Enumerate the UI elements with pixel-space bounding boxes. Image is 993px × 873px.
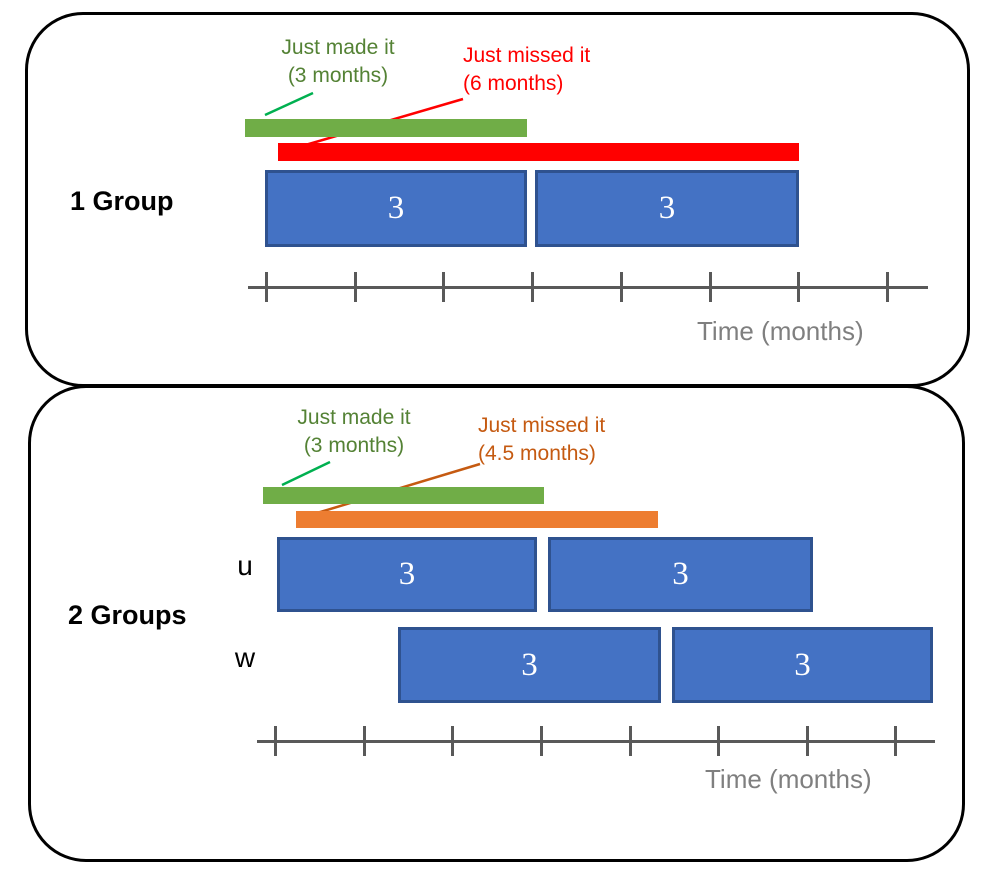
- axis-tick: [265, 272, 268, 302]
- bucket-2: 3: [535, 170, 799, 247]
- missed-it-note-line2: (4.5 months): [478, 442, 596, 465]
- axis-tick: [274, 726, 277, 756]
- made-it-note-line2: (3 months): [287, 64, 389, 87]
- row-u-bucket-2-value: 3: [672, 556, 689, 592]
- axis-tick: [442, 272, 445, 302]
- axis-tick: [354, 272, 357, 302]
- made-it-note: Just made it (3 months): [262, 34, 414, 90]
- axis-tick: [451, 726, 454, 756]
- axis-title: Time (months): [697, 316, 864, 346]
- panel-two-groups: Just made it (3 months) Just missed it (…: [28, 385, 965, 862]
- group-count-label: 1 Group: [70, 186, 174, 216]
- missed-it-bar: [296, 511, 658, 528]
- time-axis: [248, 286, 928, 289]
- axis-tick: [540, 726, 543, 756]
- missed-it-note-line1: Just missed it: [478, 414, 606, 437]
- axis-tick: [709, 272, 712, 302]
- missed-it-note-line2: (6 months): [463, 72, 564, 95]
- missed-it-note: Just missed it (6 months): [463, 42, 613, 98]
- axis-tick: [531, 272, 534, 302]
- made-it-bar: [245, 119, 527, 137]
- row-w-label: w: [234, 642, 256, 673]
- missed-it-note-line1: Just missed it: [463, 44, 591, 67]
- made-it-note-line1: Just made it: [281, 36, 395, 59]
- time-axis: [257, 740, 935, 743]
- missed-it-note: Just missed it (4.5 months): [478, 412, 628, 468]
- row-w-bucket-1-value: 3: [521, 646, 538, 683]
- row-u-bucket-1: 3: [277, 537, 537, 612]
- axis-tick: [797, 272, 800, 302]
- axis-tick: [363, 726, 366, 756]
- missed-it-bar: [278, 143, 799, 161]
- made-it-note-line1: Just made it: [297, 406, 411, 429]
- row-u-label: u: [237, 550, 253, 581]
- axis-tick: [620, 272, 623, 302]
- axis-tick: [894, 726, 897, 756]
- row-w-bucket-2: 3: [672, 627, 933, 703]
- axis-tick: [717, 726, 720, 756]
- bucket-1-value: 3: [387, 190, 405, 226]
- group-count-label: 2 Groups: [68, 600, 187, 630]
- panel-one-group: Just made it (3 months) Just missed it (…: [25, 12, 970, 387]
- row-w-bucket-2-value: 3: [794, 646, 811, 683]
- axis-tick: [806, 726, 809, 756]
- made-it-bar: [263, 487, 544, 504]
- row-u-bucket-2: 3: [548, 537, 813, 612]
- made-it-note: Just made it (3 months): [283, 404, 425, 460]
- bucket-2-value: 3: [658, 190, 676, 226]
- row-w-bucket-1: 3: [398, 627, 661, 703]
- made-leader-line: [281, 460, 331, 487]
- made-leader-line: [264, 91, 314, 117]
- axis-tick: [629, 726, 632, 756]
- made-it-note-line2: (3 months): [303, 434, 405, 457]
- axis-title: Time (months): [705, 764, 872, 794]
- bucket-1: 3: [265, 170, 527, 247]
- axis-tick: [886, 272, 889, 302]
- row-u-bucket-1-value: 3: [398, 556, 416, 592]
